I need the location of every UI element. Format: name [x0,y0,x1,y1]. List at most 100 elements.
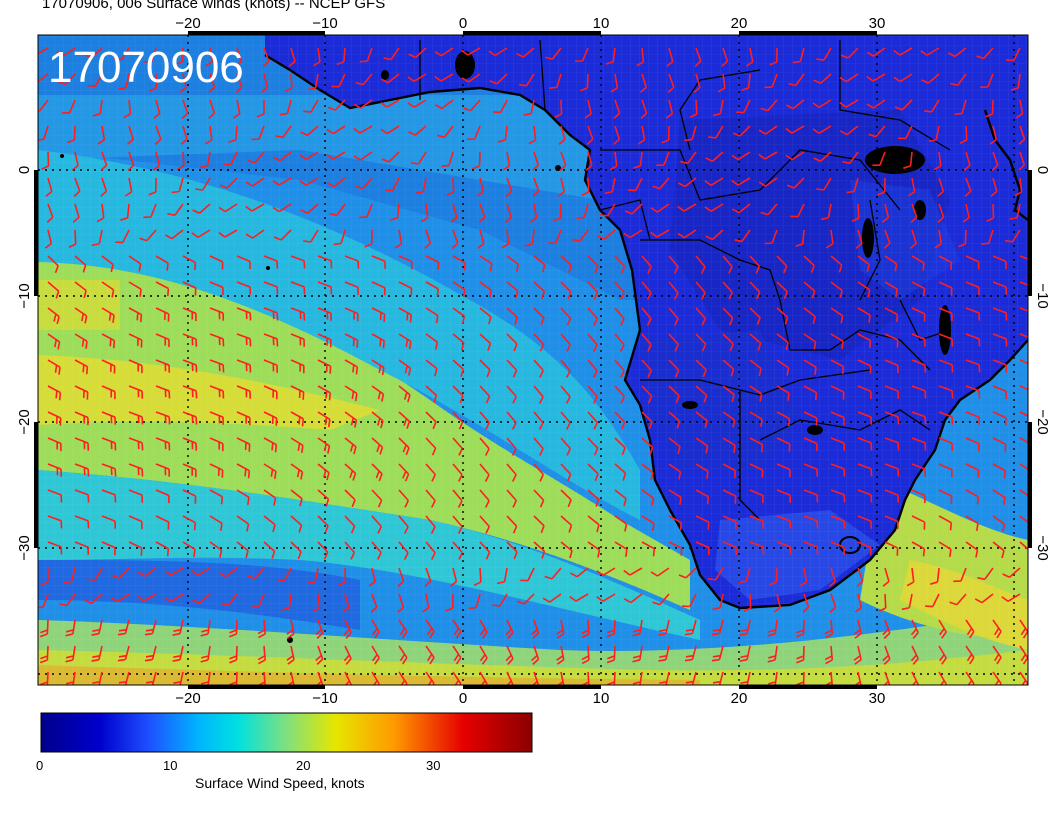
wind-barb [398,489,409,508]
wind-barb [965,307,981,321]
wind-barb [421,593,430,613]
wind-barb [128,281,142,297]
wind-barb [857,255,870,273]
wind-barb [172,619,184,636]
wind-barb [894,99,913,111]
wind-barb [965,645,975,665]
wind-barb [661,125,670,144]
wind-barb [857,307,871,323]
wind-barb [38,73,49,84]
wind-barb [986,203,995,222]
right-lat-label: −30 [1034,535,1051,560]
wind-barb [290,281,306,295]
wind-barb [678,567,697,579]
wind-barb [965,489,980,505]
wind-barb [344,281,359,295]
wind-barb [479,489,490,508]
colorbar-tick-label: 20 [296,758,311,773]
lakes [60,51,951,643]
wind-barb [830,281,843,299]
wind-barb [928,125,940,143]
wind-barb [371,437,384,455]
wind-barb [785,99,805,110]
wind-barb [749,255,761,274]
wind-barb [658,619,670,636]
wind-barb [884,411,900,425]
wind-barb [199,151,211,169]
wind-barb [118,73,130,90]
wind-barb [191,567,211,576]
wind-barb [866,47,886,57]
wind-barb [425,307,439,324]
wind-barb [449,567,458,587]
wind-barb [263,385,278,400]
left-lat-label: −10 [16,283,33,308]
wind-barb [992,333,1008,347]
wind-barb [668,489,682,505]
wind-barb [38,593,49,609]
wind-barb [236,541,249,559]
wind-barb [144,671,157,685]
wind-barb [587,307,598,326]
wind-barb [668,385,680,404]
wind-barb [233,99,241,119]
wind-barb [73,177,81,197]
wind-barb [139,229,157,242]
wind-barb [767,645,778,663]
wind-barb [606,619,616,638]
wind-barb [909,229,917,249]
map-title: 17070906, 006 Surface winds (knots) -- N… [42,0,386,12]
wind-barb [906,567,915,587]
wind-barb [47,489,63,503]
wind-barb [101,307,115,323]
wind-barb [371,645,380,665]
wind-barb [604,177,616,195]
wind-barb [866,99,886,109]
top-lon-label: 0 [459,15,467,32]
wind-barb [614,489,627,507]
wind-barb [542,593,562,603]
wind-barb [326,125,346,135]
wind-barb [263,515,276,533]
wind-barb [398,463,410,482]
wind-barb [38,47,49,56]
wind-barb [614,307,625,326]
wind-barb [408,47,427,59]
wind-barb [425,515,436,534]
wind-barb [370,593,378,613]
wind-barb [641,515,655,531]
wind-barb [74,489,90,503]
wind-barb [97,125,106,145]
wind-barb [425,333,439,350]
wind-barb [209,541,223,558]
wind-barb [506,515,518,534]
wind-barb [803,515,819,529]
wind-barb [101,281,115,298]
wind-barb [182,385,198,399]
wind-barb [613,125,621,145]
right-lat-label: 0 [1034,166,1051,174]
wind-barb [760,99,778,112]
wind-barb [830,359,845,375]
wind-barb [992,489,1006,506]
wind-barb [1019,281,1028,295]
wind-barb [745,47,754,67]
wind-barb [764,73,778,89]
wind-barb [544,47,562,60]
wind-barb [371,359,385,376]
wind-barb [450,203,458,223]
wind-barb [965,333,981,347]
wind-barb [695,437,709,454]
wind-barb [209,437,224,452]
wind-barb [452,307,466,324]
wind-barb [179,73,187,93]
wind-barb [501,229,510,249]
wind-barb [990,177,998,197]
wind-barb [174,47,184,66]
wind-barb [344,255,360,269]
wind-barb [317,307,332,321]
wind-barb [695,333,707,352]
wind-barb [830,489,846,503]
wind-barb [739,619,751,636]
wind-barb [144,645,157,662]
